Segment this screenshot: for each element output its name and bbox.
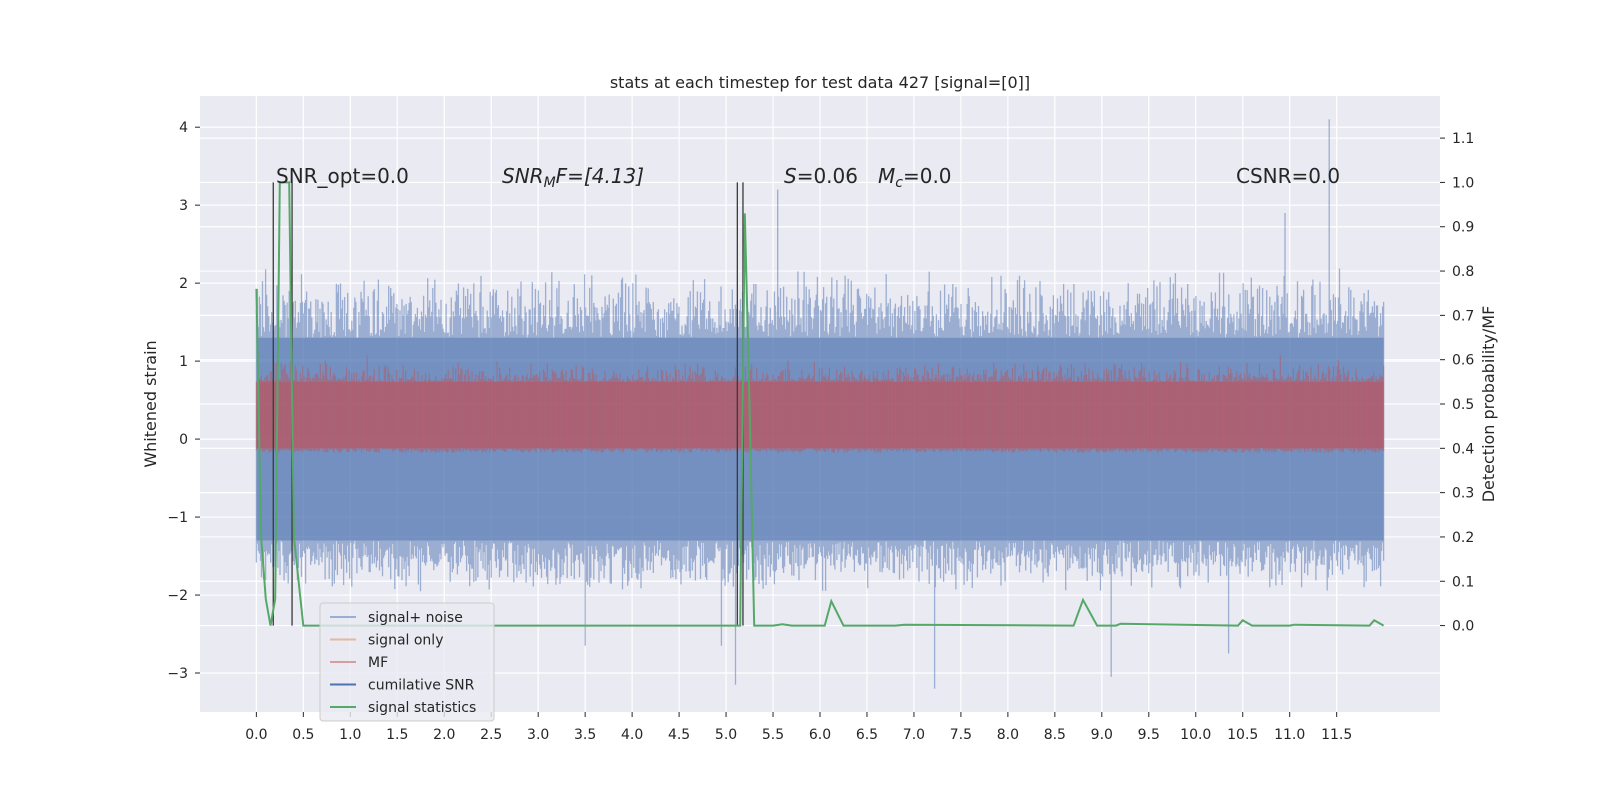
x-tick-label: 4.0 [621,727,643,743]
annotation-snr-opt: SNR_opt=0.0 [276,164,409,188]
signal-noise-series [255,119,1385,689]
x-tick-label: 7.0 [903,727,925,743]
y-tick-label-left: −1 [167,510,188,526]
x-tick-label: 3.5 [574,727,596,743]
chart-title: stats at each timestep for test data 427… [610,73,1030,92]
legend-label: signal only [368,633,443,649]
y-axis-label-right: Detection probability/MF [1479,306,1498,503]
y-tick-label-right: 0.2 [1452,530,1474,546]
annotation-mc: Mc=0.0 [878,164,952,191]
x-tick-label: 0.0 [245,727,267,743]
legend-label: signal+ noise [368,610,463,626]
legend-label: cumilative SNR [368,678,475,694]
legend-label: MF [368,655,388,671]
x-tick-label: 8.5 [1044,727,1066,743]
x-tick-label: 8.0 [997,727,1019,743]
x-tick-label: 11.0 [1274,727,1305,743]
y-tick-label-left: −3 [167,666,188,682]
signal-statistics-line [255,181,1385,627]
annotation-csnr: CSNR=0.0 [1236,164,1340,188]
x-tick-label: 7.5 [950,727,972,743]
annotation-s: S=0.06 [784,164,858,188]
annotation-snr-mf: SNRMF=[4.13] [502,164,644,191]
mf-line [255,355,1385,453]
x-tick-label: 9.0 [1091,727,1113,743]
x-tick-label: 3.0 [527,727,549,743]
y-tick-label-right: 0.8 [1452,264,1474,280]
y-tick-label-left: −2 [167,588,188,604]
y-tick-label-left: 2 [179,276,188,292]
y-axis-label-left: Whitened strain [141,340,160,467]
y-tick-label-right: 1.0 [1452,175,1474,191]
legend-label: signal statistics [368,700,476,716]
y-tick-label-left: 4 [179,120,188,136]
y-tick-label-left: 0 [179,432,188,448]
y-tick-label-right: 1.1 [1452,131,1474,147]
x-tick-label: 11.5 [1321,727,1352,743]
mf-series [255,355,1385,453]
y-tick-label-right: 0.1 [1452,574,1474,590]
x-tick-label: 6.5 [856,727,878,743]
signal-statistics-series [255,181,1385,627]
x-tick-label: 1.5 [386,727,408,743]
tick-labels: 0.0 0.5 1.0 1.5 2.0 2.5 3.0 3.5 4.0 4.5 5.0 5.5 6.0 6… [167,120,1474,743]
y-tick-label-right: 0.0 [1452,619,1474,635]
y-tick-label-right: 0.9 [1452,220,1474,236]
x-tick-label: 4.5 [668,727,690,743]
y-tick-label-right: 0.4 [1452,441,1474,457]
x-tick-label: 2.0 [433,727,455,743]
y-tick-label-left: 1 [179,354,188,370]
y-tick-label-right: 0.3 [1452,486,1474,502]
x-tick-label: 10.0 [1180,727,1211,743]
x-tick-label: 1.0 [339,727,361,743]
y-tick-label-right: 0.7 [1452,308,1474,324]
x-tick-label: 9.5 [1138,727,1160,743]
y-tick-label-left: 3 [179,198,188,214]
legend: signal+ noise signal only MF cumilative SNR… [319,602,495,722]
x-tick-label: 2.5 [480,727,502,743]
x-tick-label: 6.0 [809,727,831,743]
x-tick-label: 0.5 [292,727,314,743]
signal-noise-line [255,119,1385,689]
x-tick-label: 5.5 [762,727,784,743]
legend-box [319,602,495,722]
y-tick-label-right: 0.6 [1452,353,1474,369]
y-tick-label-right: 0.5 [1452,397,1474,413]
x-tick-label: 10.5 [1227,727,1258,743]
mf-band [256,381,1384,449]
x-tick-label: 5.0 [715,727,737,743]
